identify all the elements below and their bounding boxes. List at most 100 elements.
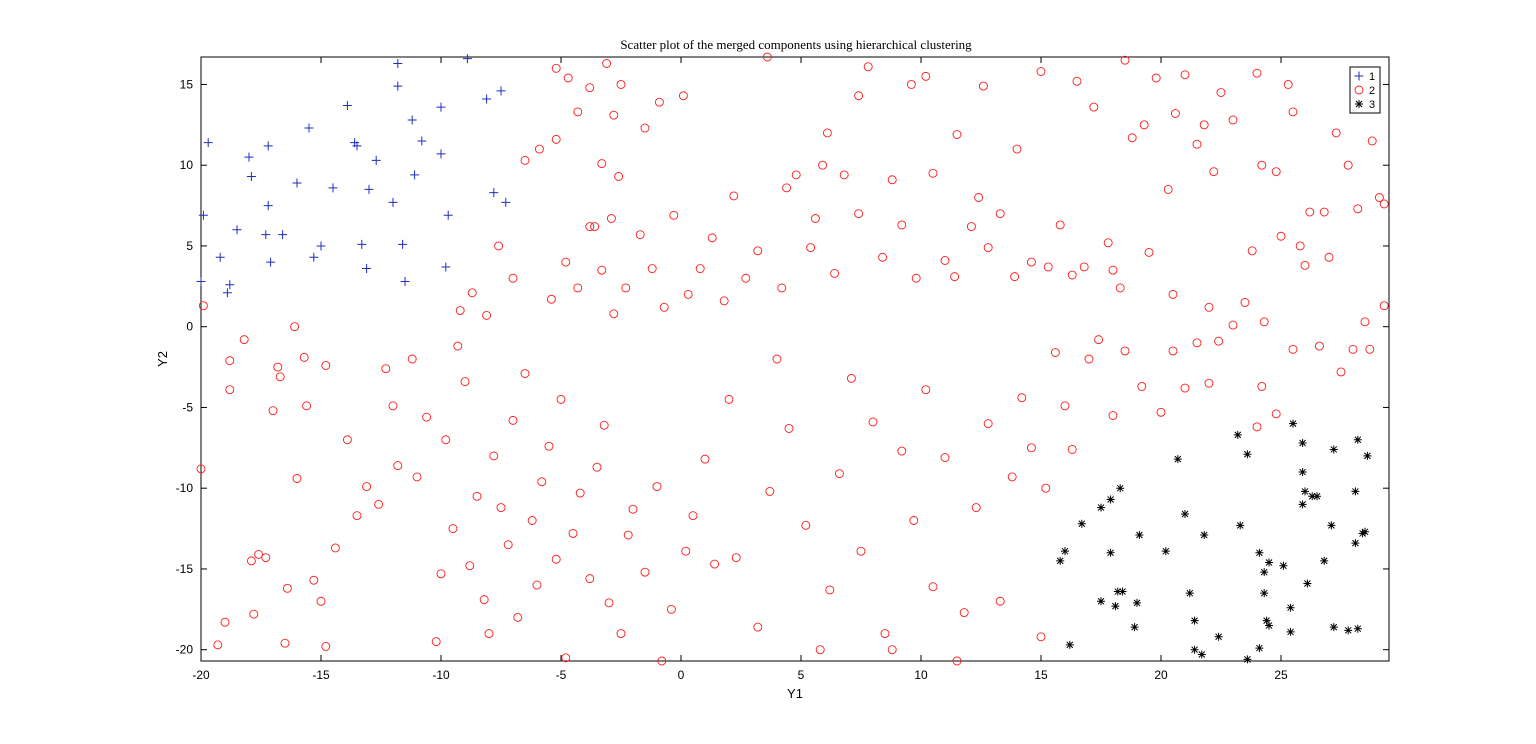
point-series-2 [1170,109,1180,118]
point-series-3 [1313,492,1321,501]
point-series-3 [1351,487,1360,496]
point-series-2 [1127,133,1137,143]
point-series-3 [1056,556,1065,565]
point-series-1 [357,239,367,249]
point-series-2 [225,385,235,395]
point-series-2 [940,256,950,265]
point-series-3 [1286,627,1295,636]
point-series-2 [1353,204,1363,214]
point-series-2 [1314,341,1324,351]
point-series-3 [1358,529,1367,538]
point-series-2 [568,528,578,538]
point-series-1 [388,197,398,207]
y-tick-label: -5 [182,400,193,414]
point-series-2 [606,214,616,223]
point-series-1 [441,262,451,272]
point-series-2 [374,499,384,509]
point-series-2 [654,97,664,107]
point-series-2 [321,361,331,370]
point-series-2 [784,423,794,433]
point-series-2 [724,394,734,404]
point-series-2 [1204,302,1214,312]
point-series-2 [983,243,993,253]
point-series-1 [215,252,225,262]
y-tick-label: -10 [176,481,194,495]
point-series-1 [328,183,338,193]
point-series-2 [1144,247,1154,257]
point-series-2 [592,462,602,472]
point-series-1 [407,115,417,125]
point-series-2 [887,645,897,655]
point-series-3 [1173,455,1182,464]
point-series-2 [1300,260,1310,270]
point-series-1 [304,123,314,133]
point-series-1 [278,230,288,240]
point-series-2 [299,352,309,362]
point-series-2 [952,656,962,666]
point-series-1 [266,257,276,267]
point-series-2 [688,511,698,521]
point-series-2 [1036,67,1046,76]
point-series-2 [652,482,662,492]
x-tick-label: 0 [678,668,685,682]
point-series-2 [302,401,312,411]
point-series-2 [729,191,739,201]
point-series-2 [1379,301,1389,311]
point-series-2 [508,273,518,283]
point-series-2 [616,629,626,638]
point-series-2 [330,543,340,553]
point-series-3 [1363,451,1372,460]
point-series-2 [971,503,981,513]
point-series-3 [1065,640,1074,649]
point-series-2 [342,435,352,445]
x-tick-label: 25 [1274,668,1288,682]
point-series-2 [309,575,319,585]
point-series-2 [290,322,300,332]
point-series-2 [628,504,638,514]
point-series-3 [1181,510,1189,519]
point-series-3 [1133,598,1141,607]
point-series-2 [551,63,561,73]
point-series-3 [1130,623,1139,632]
point-series-2 [1247,246,1257,256]
point-series-2 [1192,139,1202,149]
point-series-3 [1200,531,1209,540]
point-series-3 [1243,450,1252,459]
point-series-2 [1343,160,1353,170]
point-series-2 [846,373,856,383]
point-series-2 [669,210,679,220]
point-series-3 [1214,632,1223,641]
point-series-2 [563,73,573,83]
y-tick-label: -15 [176,562,194,576]
point-series-2 [362,482,372,492]
legend-box [1349,66,1381,114]
point-series-3 [1236,521,1245,530]
point-series-2 [1365,344,1375,354]
point-series-1 [496,86,506,96]
point-series-2 [393,461,403,471]
point-series-2 [225,356,235,366]
point-series-2 [1374,193,1384,202]
point-series-2 [1276,231,1286,241]
point-series-2 [940,453,950,462]
point-series-2 [556,394,566,404]
point-series-2 [1209,167,1219,177]
point-series-2 [921,385,931,395]
x-tick-label: -15 [312,668,330,682]
point-series-2 [1228,115,1238,125]
point-series-2 [1067,444,1077,454]
point-series-2 [573,283,583,293]
point-series-3 [1303,579,1312,588]
point-series-2 [489,451,499,461]
point-series-2 [782,183,792,193]
y-tick-label: -20 [176,643,194,657]
point-series-3 [1243,655,1252,664]
point-series-2 [597,265,607,275]
point-series-2 [1348,344,1358,354]
point-series-2 [381,364,391,374]
point-series-2 [887,175,897,185]
y-axis: -20 -15 -10 -5 0 5 10 15 [176,77,1389,657]
point-series-2 [856,546,866,556]
point-series-2 [1180,383,1190,393]
point-series-2 [1089,102,1099,112]
